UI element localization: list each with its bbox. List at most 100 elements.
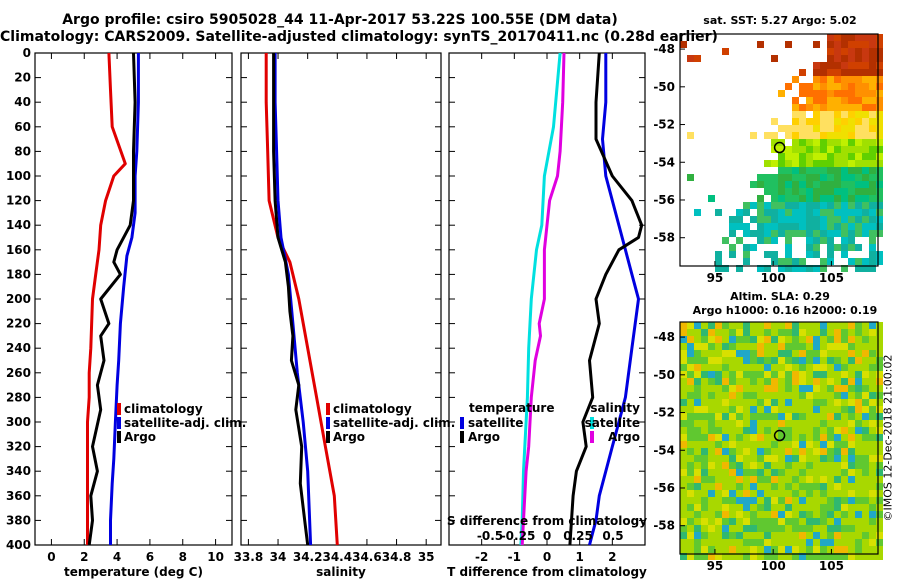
map-cell <box>792 132 799 139</box>
map-cell <box>827 532 834 539</box>
map-cell <box>771 322 778 329</box>
map-cell <box>813 132 820 139</box>
map-cell <box>834 83 841 90</box>
map-cell <box>785 167 792 174</box>
map-cell <box>813 216 820 223</box>
map-cell <box>680 41 687 48</box>
map-cell <box>806 434 813 441</box>
map-cell <box>792 216 799 223</box>
map-cell <box>813 244 820 251</box>
map-cell <box>757 539 764 546</box>
map-cell <box>792 476 799 483</box>
map-frame-sla <box>679 321 879 555</box>
map-cell <box>750 455 757 462</box>
map-cell <box>820 153 827 160</box>
map-cell <box>813 104 820 111</box>
map-cell <box>799 504 806 511</box>
map-cell <box>869 469 876 476</box>
map-cell <box>778 265 785 272</box>
map-cell <box>848 357 855 364</box>
map-cell <box>834 62 841 69</box>
map-cell <box>827 216 834 223</box>
map-cell <box>736 427 743 434</box>
map-cell <box>792 153 799 160</box>
map-cell <box>729 350 736 357</box>
map-cell <box>841 532 848 539</box>
map-cell <box>722 448 729 455</box>
map-cell <box>729 448 736 455</box>
map-cell <box>729 336 736 343</box>
map-cell <box>876 167 883 174</box>
map-cell <box>876 469 883 476</box>
map-cell <box>729 329 736 336</box>
map-cell <box>841 392 848 399</box>
map-cell <box>792 448 799 455</box>
map-cell <box>841 202 848 209</box>
map-cell <box>827 223 834 230</box>
map-cell <box>834 104 841 111</box>
map-cell <box>855 413 862 420</box>
map-cell <box>799 518 806 525</box>
map-cell <box>750 336 757 343</box>
map-cell <box>778 462 785 469</box>
map-cell <box>743 258 750 265</box>
map-cell <box>855 497 862 504</box>
map-cell <box>848 125 855 132</box>
map-cell <box>827 97 834 104</box>
map-cell <box>750 329 757 336</box>
map-cell <box>813 553 820 560</box>
map-cell <box>785 371 792 378</box>
map-cell <box>848 258 855 265</box>
map-cell <box>764 462 771 469</box>
map-cell <box>855 125 862 132</box>
map-cell <box>701 476 708 483</box>
map-cell <box>701 357 708 364</box>
map-cell <box>799 104 806 111</box>
map-cell <box>827 539 834 546</box>
map-cell <box>771 371 778 378</box>
map-cell <box>876 399 883 406</box>
map-cell <box>848 413 855 420</box>
map-cell <box>750 483 757 490</box>
map-cell <box>848 350 855 357</box>
map-cell <box>750 420 757 427</box>
map-cell <box>722 483 729 490</box>
map-cell <box>778 258 785 265</box>
map-cell <box>862 125 869 132</box>
map-cell <box>834 497 841 504</box>
map-cell <box>876 104 883 111</box>
map-cell <box>785 350 792 357</box>
map-cell <box>750 230 757 237</box>
map-cell <box>729 413 736 420</box>
map-cell <box>708 462 715 469</box>
map-cell <box>771 237 778 244</box>
map-cell <box>855 448 862 455</box>
map-cell <box>799 336 806 343</box>
map-cell <box>813 525 820 532</box>
map-cell <box>694 462 701 469</box>
map-cell <box>869 62 876 69</box>
map-cell <box>813 392 820 399</box>
map-cell <box>855 139 862 146</box>
map-cell <box>792 104 799 111</box>
map-cell <box>680 546 687 553</box>
map-cell <box>841 62 848 69</box>
map-cell <box>876 111 883 118</box>
map-cell <box>848 371 855 378</box>
map-cell <box>813 546 820 553</box>
map-cell <box>876 90 883 97</box>
legend-label: salinity <box>590 401 640 415</box>
map-cell <box>694 532 701 539</box>
map-cell <box>820 532 827 539</box>
map-cell <box>813 202 820 209</box>
argo-location-marker <box>773 141 786 154</box>
map-cell <box>806 139 813 146</box>
map-cell <box>778 322 785 329</box>
map-cell <box>813 237 820 244</box>
map-cell <box>778 167 785 174</box>
map-cell <box>820 216 827 223</box>
map-cell <box>757 265 764 272</box>
map-cell <box>806 146 813 153</box>
map-cell <box>799 476 806 483</box>
map-cell <box>771 532 778 539</box>
